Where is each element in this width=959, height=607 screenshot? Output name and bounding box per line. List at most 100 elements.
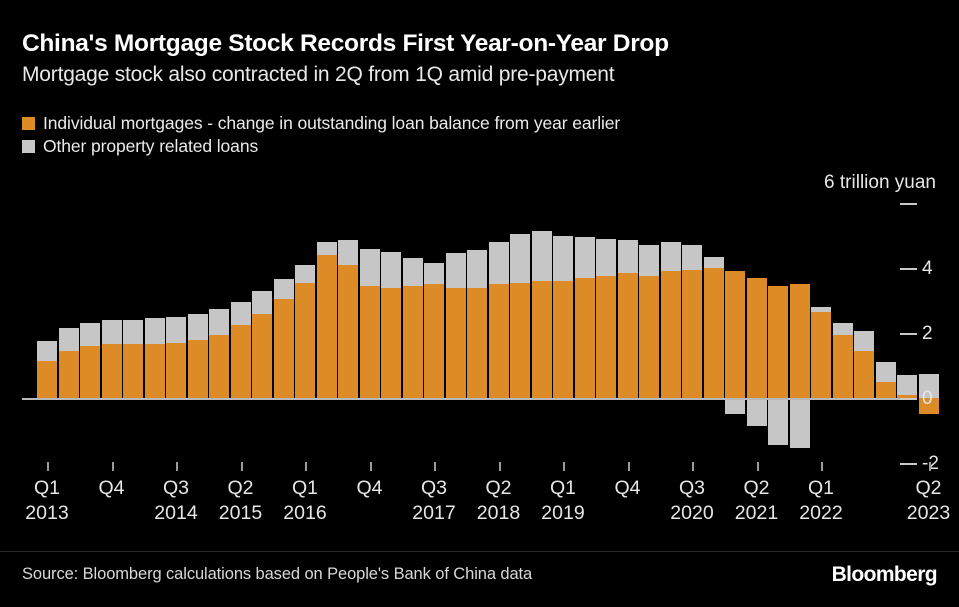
bar-segment-individual-mortgages	[875, 381, 896, 398]
x-axis-year-label: 2019	[541, 502, 585, 524]
legend-item-label: Individual mortgages - change in outstan…	[43, 113, 621, 133]
x-axis-year-label: 2023	[906, 502, 951, 524]
x-axis-tick	[928, 462, 931, 471]
x-axis-tick-label: Q4	[614, 476, 640, 501]
bar-segment-other-property-loans	[381, 251, 401, 288]
bar-segment-individual-mortgages	[37, 360, 57, 398]
x-axis-tick-label: Q4	[356, 476, 382, 501]
x-axis-year-label: 2017	[412, 502, 456, 524]
chart-legend: Individual mortgages - change in outstan…	[22, 112, 620, 158]
x-axis-quarter-label: Q1	[291, 477, 319, 499]
x-axis-tick-label: Q1 2022	[799, 476, 842, 526]
x-axis-tick-label: Q2 2015	[219, 476, 262, 526]
x-axis-tick	[563, 462, 565, 471]
x-axis-year-label: 2013	[25, 502, 69, 524]
x-axis-tick-label: Q3 2014	[154, 476, 197, 526]
x-axis-tick-label: Q2 2018	[477, 476, 520, 526]
plot-area	[22, 175, 939, 470]
bar-segment-individual-mortgages	[682, 269, 702, 398]
legend-swatch-icon	[22, 140, 35, 153]
x-axis-tick-label: Q3 2020	[670, 476, 713, 526]
bar-segment-individual-mortgages	[768, 285, 788, 398]
chart-subtitle: Mortgage stock also contracted in 2Q fro…	[22, 63, 615, 86]
bar-segment-individual-mortgages	[252, 313, 272, 398]
y-axis-tick	[900, 268, 917, 270]
bar-segment-other-property-loans	[101, 320, 122, 345]
bar-segment-other-property-loans	[424, 263, 444, 285]
bar-segment-other-property-loans	[80, 323, 100, 346]
x-axis-tick	[369, 462, 372, 471]
bar-segment-individual-mortgages	[80, 346, 100, 398]
y-axis-tick	[900, 333, 917, 335]
bar-segment-individual-mortgages	[58, 350, 79, 398]
x-axis-quarter-label: Q2	[915, 477, 942, 499]
x-axis-tick-label: Q1 2019	[541, 476, 584, 526]
bar-segment-individual-mortgages	[316, 255, 337, 398]
bar-segment-individual-mortgages	[295, 282, 315, 398]
bar-segment-individual-mortgages	[402, 285, 423, 398]
bar-segment-other-property-loans	[209, 308, 229, 335]
legend-item-individual-mortgages: Individual mortgages - change in outstan…	[22, 112, 620, 135]
bar-segment-other-property-loans	[832, 323, 853, 335]
bar-segment-other-property-loans	[531, 230, 552, 281]
bar-segment-other-property-loans	[510, 233, 530, 283]
bar-segment-individual-mortgages	[832, 334, 853, 398]
y-axis-tick-label: 0	[922, 388, 933, 409]
bar-segment-other-property-loans	[467, 250, 487, 288]
bar-segment-other-property-loans	[37, 341, 57, 361]
bar-segment-individual-mortgages	[854, 350, 874, 398]
x-axis-tick	[627, 462, 630, 471]
x-axis-quarter-label: Q1	[33, 477, 61, 499]
bar-segment-other-property-loans	[187, 313, 208, 340]
x-axis-tick-label: Q2 2023	[907, 476, 950, 526]
bar-segment-individual-mortgages	[488, 284, 509, 398]
bar-segment-other-property-loans-negative	[725, 398, 745, 415]
x-axis-year-label: 2018	[476, 502, 521, 524]
x-axis-tick-label: Q4	[98, 476, 124, 501]
y-axis-tick	[900, 463, 917, 465]
bar-segment-other-property-loans	[230, 302, 251, 325]
y-axis-tick	[900, 398, 917, 400]
legend-item-other-property-loans: Other property related loans	[22, 135, 620, 158]
x-axis-quarter-label: Q4	[356, 477, 383, 499]
x-axis-year-label: 2020	[670, 502, 714, 524]
bar-segment-individual-mortgages	[445, 287, 466, 398]
bar-segment-other-property-loans	[811, 307, 831, 312]
x-axis-tick	[434, 462, 436, 471]
bar-segment-individual-mortgages	[424, 284, 444, 398]
x-axis-tick-label: Q3 2017	[412, 476, 455, 526]
x-axis-tick-label: Q1 2016	[283, 476, 326, 526]
bar-segment-individual-mortgages	[338, 264, 358, 398]
bar-segment-individual-mortgages	[660, 271, 681, 398]
bar-segment-individual-mortgages	[381, 287, 401, 398]
bar-segment-other-property-loans	[123, 320, 143, 345]
x-axis-tick	[498, 462, 501, 471]
bar-segment-individual-mortgages	[187, 339, 208, 398]
bloomberg-logo: Bloomberg	[831, 563, 938, 586]
bar-segment-individual-mortgages	[273, 298, 294, 398]
x-axis-year-label: 2021	[734, 502, 779, 524]
x-axis-tick-label: Q1 2013	[25, 476, 68, 526]
bar-segment-individual-mortgages	[897, 394, 917, 398]
x-axis-quarter-label: Q2	[227, 477, 254, 499]
source-note: Source: Bloomberg calculations based on …	[22, 565, 533, 583]
bar-segment-individual-mortgages	[230, 324, 251, 398]
x-axis-tick	[821, 462, 823, 471]
bar-segment-other-property-loans	[273, 279, 294, 299]
bar-segment-other-property-loans	[252, 290, 272, 314]
x-axis-quarter-label: Q1	[807, 477, 835, 499]
y-axis: 420-2	[900, 175, 959, 475]
x-axis-quarter-label: Q1	[549, 477, 577, 499]
bar-segment-other-property-loans	[402, 258, 423, 286]
bar-segment-other-property-loans	[144, 318, 165, 345]
x-axis-year-label: 2016	[283, 502, 327, 524]
bar-segment-other-property-loans	[918, 373, 939, 398]
bar-segment-individual-mortgages	[166, 342, 186, 398]
x-axis-tick	[692, 462, 694, 471]
bar-segment-other-property-loans	[316, 242, 337, 255]
bar-segment-other-property-loans	[58, 328, 79, 351]
footer-divider	[0, 551, 959, 552]
bar-segment-individual-mortgages	[144, 344, 165, 398]
bar-segment-other-property-loans	[488, 242, 509, 285]
